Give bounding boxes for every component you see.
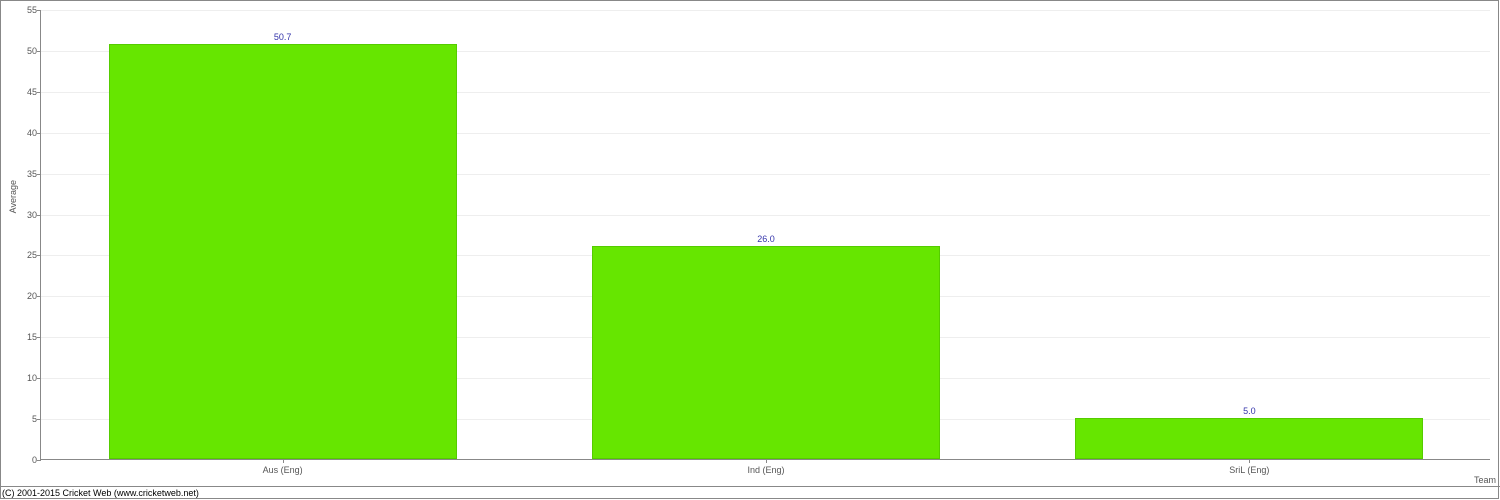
ytick-label: 50 — [27, 46, 37, 56]
bar-value-label: 50.7 — [274, 32, 292, 42]
ytick-mark — [37, 460, 41, 461]
y-axis-title: Average — [8, 180, 18, 213]
ytick-mark — [37, 296, 41, 297]
ytick-label: 5 — [32, 414, 37, 424]
x-axis-title: Team — [1474, 475, 1496, 485]
ytick-label: 30 — [27, 210, 37, 220]
ytick-mark — [37, 51, 41, 52]
ytick-mark — [37, 419, 41, 420]
ytick-label: 15 — [27, 332, 37, 342]
ytick-label: 0 — [32, 455, 37, 465]
ytick-label: 20 — [27, 291, 37, 301]
xtick-mark — [1249, 459, 1250, 463]
xtick-mark — [283, 459, 284, 463]
ytick-mark — [37, 10, 41, 11]
bar: 5.0 — [1075, 418, 1423, 459]
bar: 50.7 — [109, 44, 457, 459]
ytick-mark — [37, 215, 41, 216]
ytick-mark — [37, 337, 41, 338]
bar-value-label: 5.0 — [1243, 406, 1256, 416]
ytick-label: 40 — [27, 128, 37, 138]
ytick-mark — [37, 92, 41, 93]
ytick-mark — [37, 174, 41, 175]
ytick-mark — [37, 255, 41, 256]
xtick-mark — [766, 459, 767, 463]
xtick-label: SriL (Eng) — [1229, 465, 1269, 475]
footer-separator — [0, 486, 1500, 487]
ytick-label: 35 — [27, 169, 37, 179]
ytick-label: 55 — [27, 5, 37, 15]
plot-area: 051015202530354045505550.7Aus (Eng)26.0I… — [41, 10, 1490, 459]
ytick-label: 25 — [27, 250, 37, 260]
xtick-label: Aus (Eng) — [263, 465, 303, 475]
ytick-label: 10 — [27, 373, 37, 383]
ytick-mark — [37, 133, 41, 134]
ytick-mark — [37, 378, 41, 379]
bar: 26.0 — [592, 246, 940, 459]
copyright-text: (C) 2001-2015 Cricket Web (www.cricketwe… — [2, 488, 199, 498]
ytick-label: 45 — [27, 87, 37, 97]
bar-value-label: 26.0 — [757, 234, 775, 244]
gridline — [41, 10, 1490, 11]
xtick-label: Ind (Eng) — [747, 465, 784, 475]
chart-container: 051015202530354045505550.7Aus (Eng)26.0I… — [40, 10, 1490, 460]
